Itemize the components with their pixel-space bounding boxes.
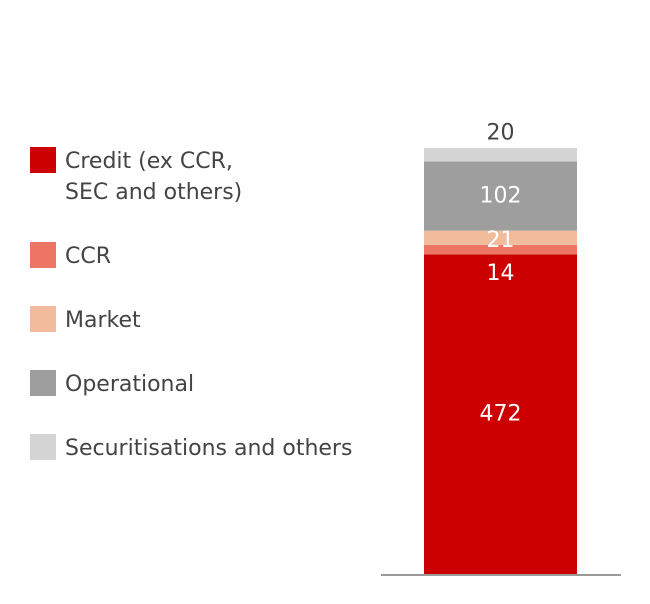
bar-stack [424, 148, 577, 574]
data-label-operational: 102 [480, 184, 522, 209]
bar-segment-ccr [424, 244, 577, 255]
legend-item-operational: Operational [30, 369, 194, 400]
legend-item-credit: Credit (ex CCR, SEC and others) [30, 146, 242, 208]
bar-segment-credit-ex-ccr-sec-and-others [424, 254, 577, 574]
data-label-market: 21 [487, 228, 515, 253]
data-label-ccr: 14 [487, 261, 515, 286]
data-label-securitisations-and-others: 20 [487, 120, 515, 145]
legend-swatch-ccr [30, 242, 56, 268]
bar-segment-market [424, 230, 577, 245]
data-label-credit-ex-ccr-sec-and-others: 472 [480, 402, 522, 427]
legend-label-securitisations: Securitisations and others [65, 436, 353, 461]
legend-item-ccr: CCR [30, 241, 111, 272]
legend-label-operational: Operational [65, 372, 195, 397]
legend-swatch-securitisations [30, 434, 56, 460]
legend-item-securitisations: Securitisations and others [30, 433, 352, 464]
legend-swatch-operational [30, 370, 56, 396]
legend-item-market: Market [30, 305, 141, 336]
data-labels: 472 14 21 102 20 [480, 120, 522, 426]
legend-swatch-credit [30, 147, 56, 173]
legend-label-market: Market [65, 308, 141, 333]
legend-swatch-market [30, 306, 56, 332]
bar-segment-operational [424, 161, 577, 231]
legend-label-credit: Credit (ex CCR, SEC and others) [65, 149, 243, 205]
bar-segment-securitisations-and-others [424, 148, 577, 162]
legend-label-ccr: CCR [65, 244, 112, 269]
